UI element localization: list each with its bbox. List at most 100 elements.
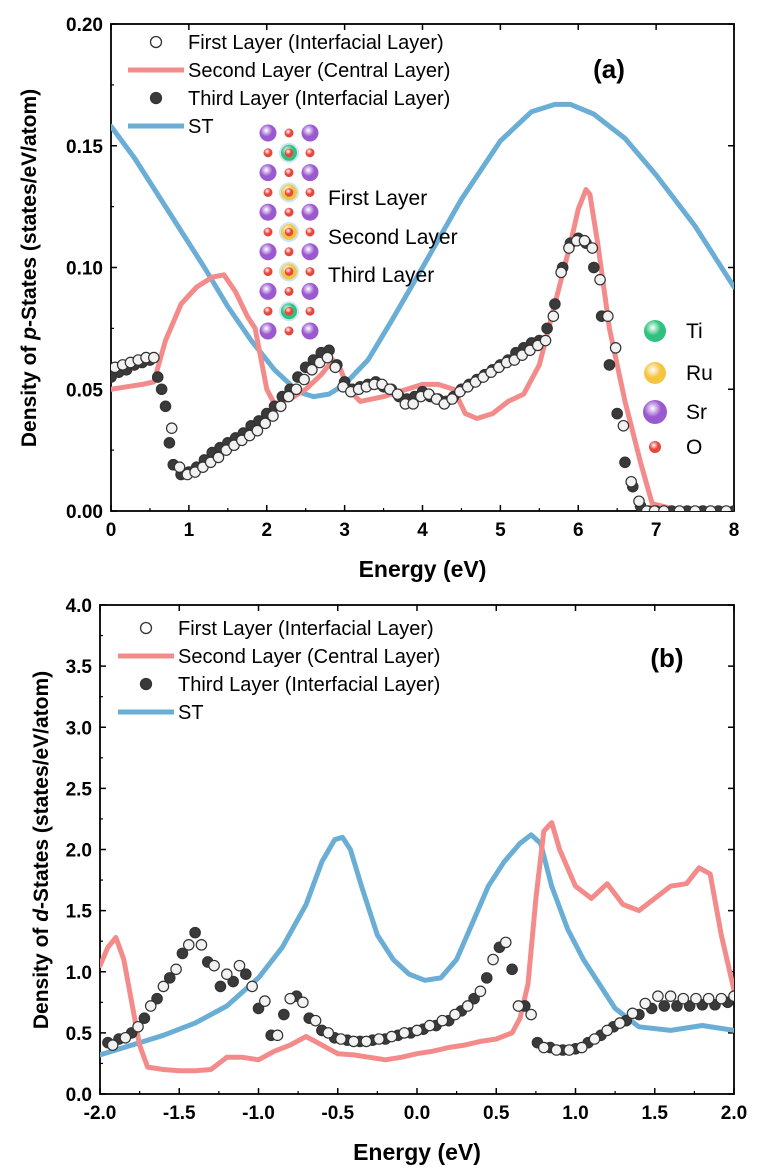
- third-layer-point: [603, 359, 616, 371]
- first-layer-point: [720, 505, 733, 511]
- first-layer-point: [329, 361, 342, 374]
- o-atom: [284, 306, 294, 316]
- first-layer-point: [594, 273, 606, 286]
- third-layer-point: [163, 972, 176, 984]
- legend-atom-sr: [643, 400, 667, 424]
- legend-atom-ti: [644, 320, 666, 342]
- first-layer-point: [335, 1033, 347, 1045]
- x-tick-label: 6: [573, 520, 584, 541]
- inset-layer-label: First Layer: [328, 187, 427, 210]
- first-layer-point: [267, 410, 279, 422]
- o-atom: [263, 148, 273, 158]
- first-layer-point: [652, 990, 664, 1002]
- first-layer-point: [715, 992, 728, 1005]
- y-tick-label: 0.10: [66, 259, 103, 280]
- inset-layer-label: Second Layer: [328, 226, 458, 249]
- second-layer-line: [100, 820, 734, 1074]
- y-tick-label: 0.15: [66, 137, 103, 158]
- sr-atom: [259, 124, 277, 142]
- first-layer-point: [144, 1000, 157, 1012]
- first-layer-point: [525, 1008, 537, 1021]
- sr-atom: [301, 164, 319, 182]
- first-layer-point: [284, 992, 296, 1005]
- first-layer-point: [563, 242, 575, 254]
- o-atom: [305, 306, 315, 316]
- first-layer-point: [617, 419, 630, 432]
- x-tick-label: -0.5: [321, 1103, 354, 1124]
- legend-marker-third: [149, 91, 163, 105]
- first-layer-point: [347, 1035, 360, 1048]
- o-atom: [263, 267, 273, 277]
- x-tick-label: 0: [106, 520, 117, 541]
- first-layer-point: [578, 234, 591, 247]
- third-layer-point: [541, 322, 553, 335]
- legend-label: Third Layer (Interfacial Layer): [188, 88, 450, 110]
- first-layer-point: [690, 992, 702, 1005]
- x-tick-label: -1.0: [242, 1103, 275, 1124]
- st-line: [100, 832, 734, 1058]
- third-layer-point: [252, 1002, 265, 1015]
- first-layer-point: [290, 383, 303, 396]
- legend-label: ST: [188, 116, 214, 138]
- first-layer-point: [474, 985, 487, 998]
- first-layer-point: [609, 342, 622, 354]
- legend-atom-label: Ti: [686, 320, 703, 343]
- x-tick-label: 3: [339, 520, 350, 541]
- third-layer-point: [189, 926, 201, 939]
- x-tick-label: 0.5: [483, 1103, 510, 1124]
- legend-label: Second Layer (Central Layer): [188, 60, 450, 82]
- y-tick-label: 0.20: [66, 15, 103, 36]
- first-layer-point: [306, 363, 318, 376]
- legend-label: Third Layer (Interfacial Layer): [178, 674, 440, 696]
- x-tick-label: 7: [651, 520, 662, 541]
- third-layer-point: [278, 1008, 290, 1021]
- first-layer-point: [614, 1017, 626, 1029]
- sr-atom: [301, 322, 319, 340]
- x-tick-label: 1: [184, 520, 195, 541]
- first-layer-point: [658, 505, 670, 511]
- x-axis-label: Energy (eV): [359, 556, 487, 582]
- first-layer-point: [297, 996, 309, 1009]
- o-atom: [305, 267, 315, 277]
- third-layer-point: [468, 992, 480, 1005]
- first-layer-point: [373, 1033, 385, 1045]
- first-layer-point: [259, 995, 271, 1007]
- first-layer-point: [398, 1027, 411, 1039]
- o-atom: [284, 168, 294, 178]
- third-layer-point: [163, 437, 176, 449]
- first-layer-point: [173, 461, 186, 473]
- x-axis-label: Energy (eV): [353, 1139, 481, 1165]
- o-atom: [305, 227, 315, 237]
- first-layer-point: [157, 980, 170, 993]
- first-layer-point: [212, 451, 225, 464]
- x-tick-label: -1.5: [163, 1103, 196, 1124]
- third-layer-point: [155, 383, 168, 396]
- first-layer-point: [446, 393, 458, 405]
- first-layer-point: [461, 1000, 474, 1012]
- y-tick-label: 1.5: [66, 902, 93, 923]
- first-layer-point: [274, 400, 287, 413]
- plot-b: -2.0 -1.5 -1.0 -0.5 0.0 0.5 1.0 1.5 2.0 0.0 0.5 1.0…: [30, 596, 747, 1165]
- legend-atom-o: [649, 441, 661, 453]
- sr-atom: [259, 164, 277, 182]
- third-layer-point: [588, 261, 600, 274]
- first-layer-point: [728, 990, 734, 1002]
- third-layer-point: [227, 975, 239, 988]
- first-layer-point: [487, 953, 499, 966]
- o-atom: [263, 187, 273, 197]
- sr-atom: [259, 322, 277, 340]
- first-layer-point: [689, 505, 701, 511]
- first-layer-point: [321, 351, 334, 364]
- first-layer-point: [586, 242, 599, 254]
- inset-layer-label: Third Layer: [328, 264, 434, 287]
- third-layer-point: [176, 947, 189, 960]
- first-layer-point: [182, 939, 195, 951]
- first-layer-point: [512, 1000, 525, 1012]
- first-layer-point: [601, 1024, 613, 1037]
- first-layer-point: [704, 505, 717, 511]
- o-atom: [263, 306, 273, 316]
- sr-atom: [301, 243, 319, 261]
- legend-atom-label: Sr: [686, 401, 707, 424]
- third-layer-point: [138, 1012, 151, 1025]
- third-layer-point: [549, 298, 561, 310]
